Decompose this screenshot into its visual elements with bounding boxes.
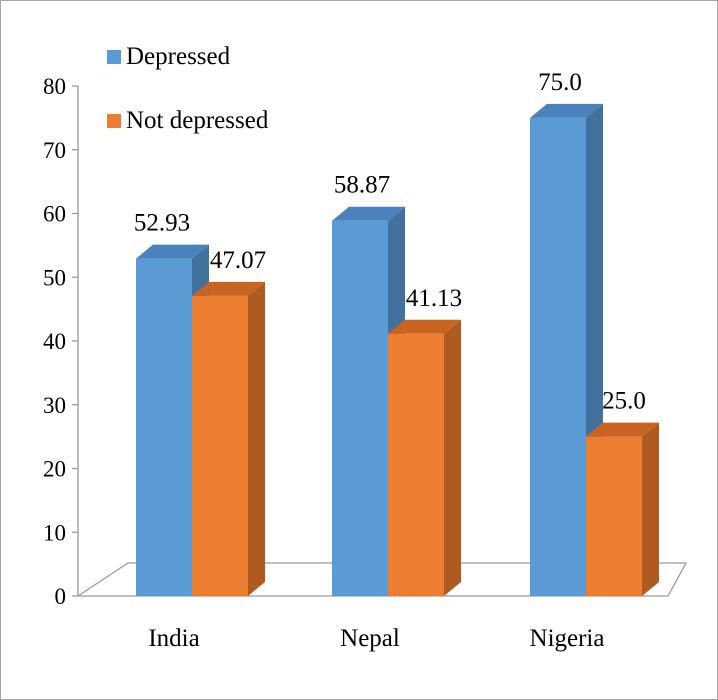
bar-not-depressed — [192, 295, 248, 596]
x-category-label: Nigeria — [530, 625, 605, 652]
bar-side — [444, 319, 461, 596]
y-tick-label: 60 — [43, 202, 66, 227]
data-label: 47.07 — [210, 247, 266, 274]
legend-swatch — [107, 50, 121, 64]
data-label: 58.87 — [334, 172, 390, 199]
bar-not-depressed — [388, 333, 444, 596]
bar-depressed — [530, 117, 586, 596]
x-category-label: India — [148, 625, 199, 652]
data-label: 41.13 — [406, 285, 462, 312]
y-tick-label: 10 — [43, 520, 66, 545]
bar-top — [136, 244, 209, 259]
bar-depressed — [136, 258, 192, 596]
bar-side — [248, 281, 265, 596]
data-label: 52.93 — [134, 210, 190, 237]
data-label: 75.0 — [538, 69, 582, 96]
legend-label: Not depressed — [126, 107, 269, 134]
bar-top — [388, 319, 461, 334]
bar-side — [642, 422, 659, 596]
chart-floor — [75, 562, 688, 597]
legend-label: Depressed — [126, 43, 231, 70]
x-category-label: Nepal — [340, 625, 400, 652]
y-tick-label: 50 — [43, 265, 66, 290]
bar-depressed — [332, 220, 388, 597]
legend-swatch — [107, 114, 121, 128]
bar-not-depressed — [586, 436, 642, 596]
data-label: 25.0 — [602, 388, 646, 415]
y-tick-label: 80 — [43, 74, 66, 99]
y-tick-label: 40 — [43, 329, 66, 354]
y-tick-label: 0 — [55, 584, 67, 609]
y-tick-label: 70 — [43, 138, 66, 163]
bar-top — [586, 422, 659, 437]
bar-top — [332, 206, 405, 221]
y-tick-label: 30 — [43, 393, 66, 418]
bar-top — [530, 103, 603, 118]
bar-top — [192, 281, 265, 296]
y-tick-label: 20 — [43, 457, 66, 482]
